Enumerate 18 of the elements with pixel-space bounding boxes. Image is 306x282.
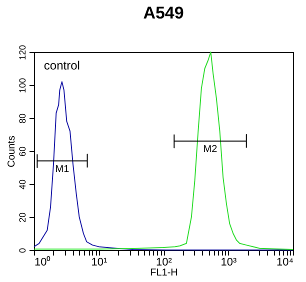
y-tick-label: 120 [18, 44, 28, 60]
y-tick-label: 0 [18, 248, 28, 254]
y-tick-label: 40 [18, 179, 28, 190]
x-tick-label: 10⁴ [276, 256, 294, 268]
series-label: M1 [55, 164, 70, 175]
x-axis-title: FL1-H [150, 268, 178, 278]
y-tick-label: 20 [18, 212, 28, 223]
chart-title: A549 [143, 3, 184, 22]
x-tick-label: 10³ [220, 256, 238, 268]
x-tick-label: 10² [156, 256, 172, 268]
x-tick-label: 10¹ [91, 256, 108, 268]
y-tick-label: 60 [18, 146, 28, 157]
y-tick-label: 100 [18, 78, 28, 94]
series-label: M2 [203, 144, 218, 156]
y-tick-label: 80 [18, 113, 28, 124]
series-label: control [44, 58, 80, 73]
y-axis-title: Counts [6, 136, 18, 168]
x-tick-label: 10⁰ [34, 256, 51, 268]
